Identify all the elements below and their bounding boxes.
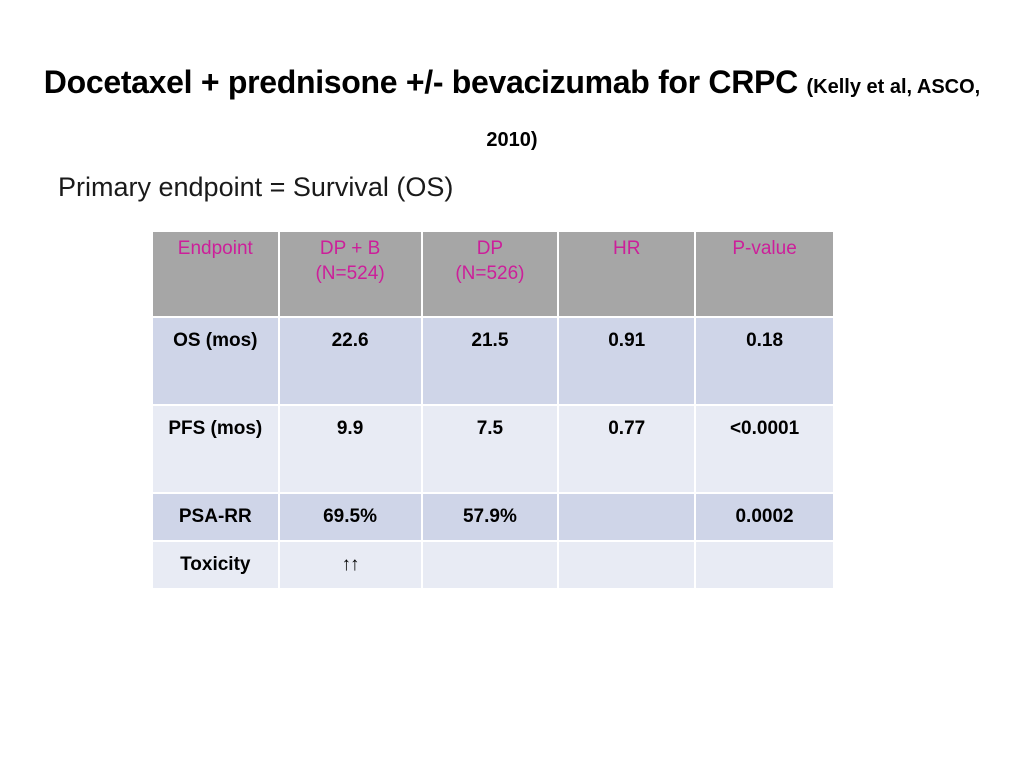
cell-p-value: <0.0001: [694, 404, 835, 494]
cell-hr: 0.91: [557, 316, 697, 406]
results-table: Endpoint DP + B (N=524) DP (N=526) HR P-…: [151, 230, 835, 590]
title-text: Docetaxel + prednisone +/- bevacizumab f…: [43, 64, 798, 100]
slide-title: Docetaxel + prednisone +/- bevacizumab f…: [40, 58, 984, 164]
cell-dp-b: 22.6: [277, 316, 423, 406]
header-hr: HR: [557, 230, 697, 318]
cell-endpoint: PFS (mos): [151, 404, 280, 494]
cell-endpoint: Toxicity: [151, 540, 280, 590]
table-header-row: Endpoint DP + B (N=524) DP (N=526) HR P-…: [151, 230, 835, 318]
cell-dp: 21.5: [420, 316, 560, 406]
slide-subtitle: Primary endpoint = Survival (OS): [58, 172, 454, 202]
cell-dp: [420, 540, 560, 590]
cell-hr: 0.77: [557, 404, 697, 494]
table-row-toxicity: Toxicity ↑↑: [151, 540, 835, 590]
cell-endpoint: OS (mos): [151, 316, 280, 406]
cell-p-value: 0.0002: [694, 492, 835, 542]
title-citation: (Kelly et al, ASCO, 2010): [486, 76, 981, 151]
table-row-psa-rr: PSA-RR 69.5% 57.9% 0.0002: [151, 492, 835, 542]
header-p-value: P-value: [694, 230, 835, 318]
cell-hr: [557, 492, 697, 542]
cell-dp: 57.9%: [420, 492, 560, 542]
table-row-os: OS (mos) 22.6 21.5 0.91 0.18: [151, 316, 835, 406]
table-row-pfs: PFS (mos) 9.9 7.5 0.77 <0.0001: [151, 404, 835, 494]
header-dp: DP (N=526): [420, 230, 560, 318]
header-endpoint: Endpoint: [151, 230, 280, 318]
cell-dp-b: 9.9: [277, 404, 423, 494]
cell-p-value: [694, 540, 835, 590]
header-dp-b: DP + B (N=524): [277, 230, 423, 318]
cell-dp-b-arrows: ↑↑: [277, 540, 423, 590]
cell-dp: 7.5: [420, 404, 560, 494]
cell-hr: [557, 540, 697, 590]
cell-p-value: 0.18: [694, 316, 835, 406]
cell-endpoint: PSA-RR: [151, 492, 280, 542]
cell-dp-b: 69.5%: [277, 492, 423, 542]
